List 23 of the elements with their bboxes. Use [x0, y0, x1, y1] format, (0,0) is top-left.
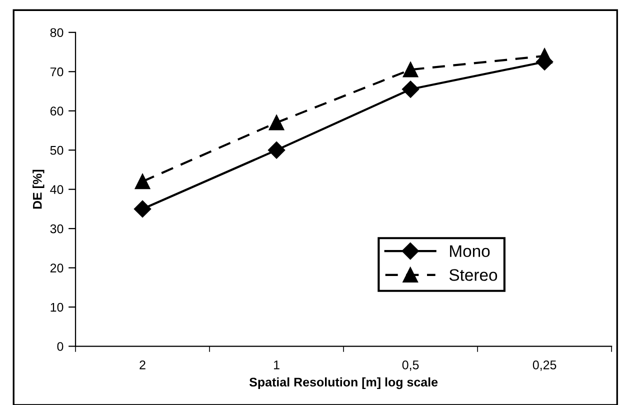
point — [402, 80, 420, 98]
y-tick-label: 80 — [50, 28, 64, 38]
legend-label: Stereo — [449, 269, 498, 281]
y-tick-label: 0 — [57, 342, 64, 351]
x-tick-label: 0,5 — [402, 360, 419, 371]
point — [134, 200, 152, 218]
legend-label: Mono — [450, 245, 490, 258]
point — [134, 174, 150, 190]
x-tick-label: 2 — [140, 360, 146, 370]
y-tick-label: 60 — [50, 106, 64, 116]
y-axis-title: DE [%] — [32, 170, 44, 209]
y-tick-label: 50 — [50, 146, 64, 155]
y-tick-label: 10 — [50, 302, 64, 312]
x-axis-title: Spatial Resolution [m] log scale — [249, 377, 438, 390]
y-tick-label: 70 — [50, 67, 64, 76]
x-tick-label: 0,25 — [532, 360, 556, 371]
point — [268, 115, 284, 130]
point — [402, 62, 418, 78]
x-tick-label: 1 — [274, 360, 280, 370]
y-tick-label: 20 — [50, 264, 64, 272]
y-tick-label: 30 — [50, 224, 64, 234]
y-tick-label: 40 — [50, 185, 64, 194]
point — [268, 142, 286, 159]
